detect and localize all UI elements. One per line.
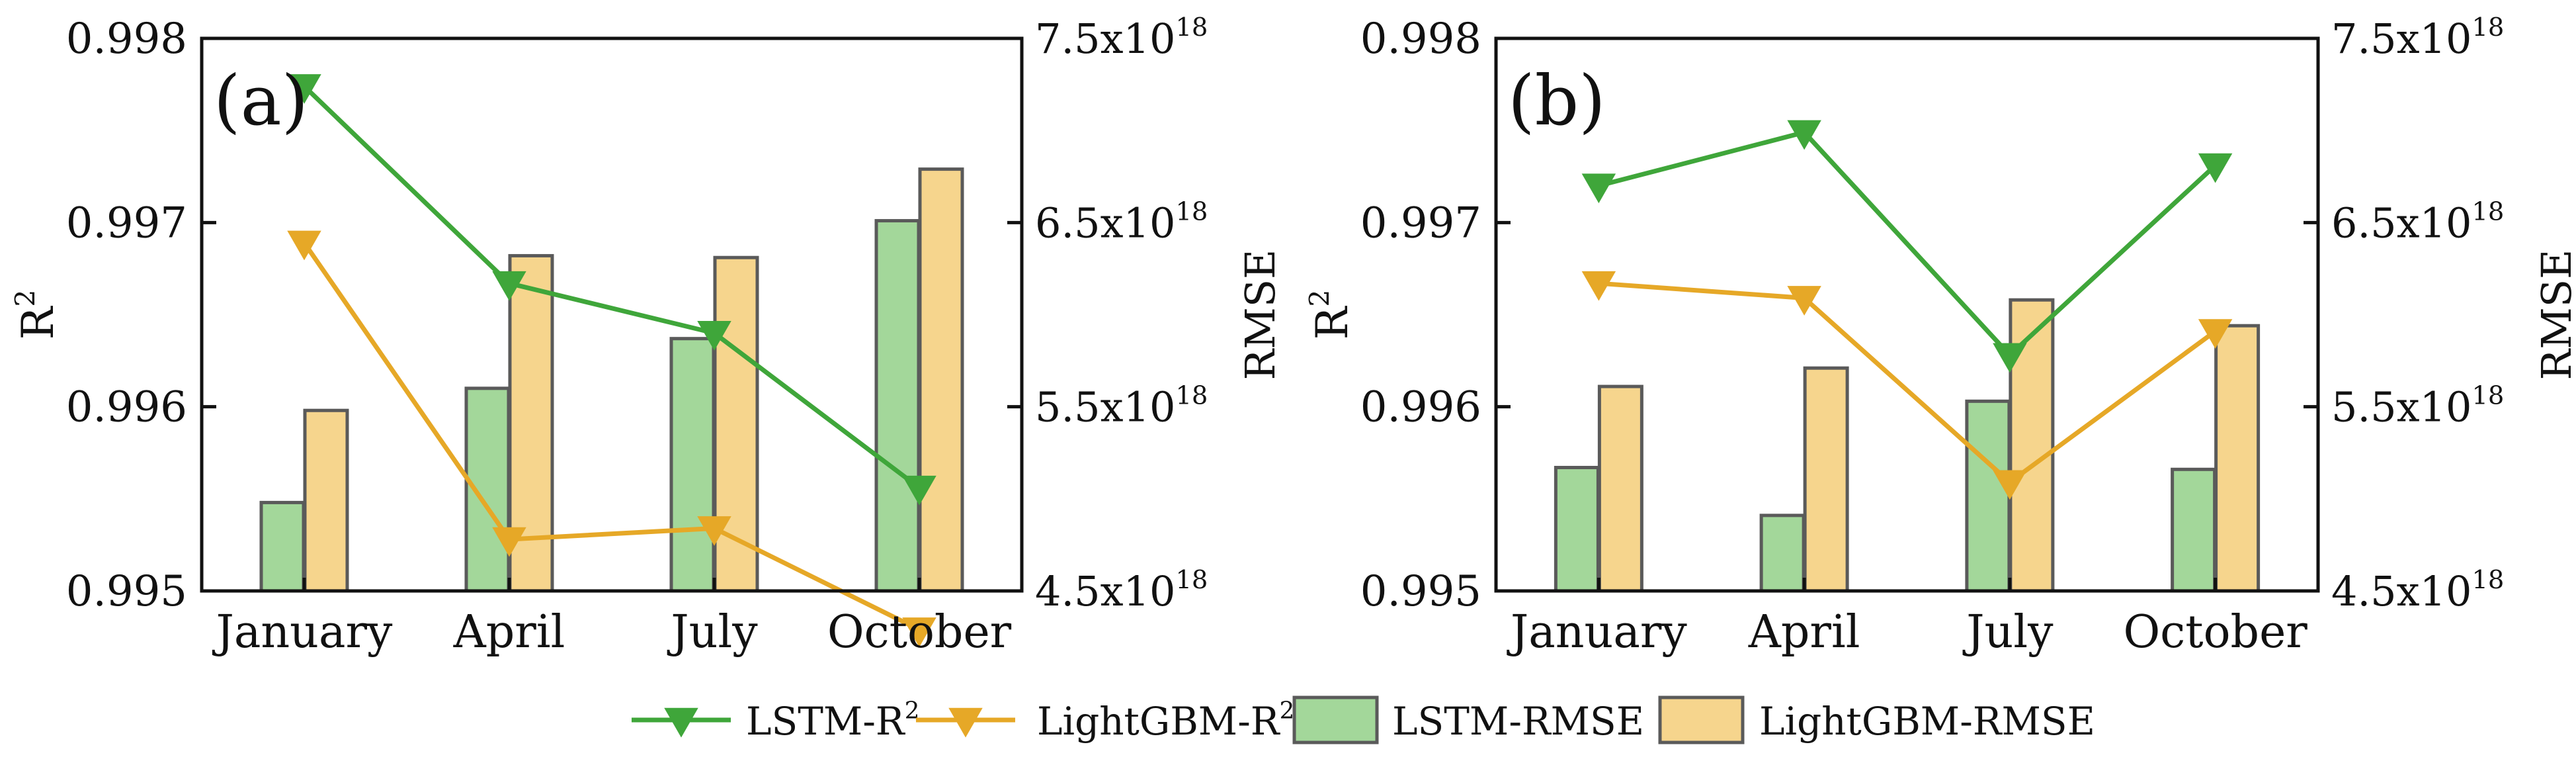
right-tick-label-sup: 18 [2472, 197, 2504, 226]
right-tick-label-base: 6.5x10 [1035, 199, 1175, 247]
right-axis-title: RMSE [1236, 249, 1284, 380]
marker-lstm-r2 [2198, 153, 2233, 183]
legend-label-base: LSTM-R [746, 699, 906, 744]
bar-lstm-rmse [1965, 399, 2011, 593]
marker-lstm-r2 [287, 74, 321, 104]
legend-label-base: LightGBM-R [1037, 699, 1281, 744]
right-tick-label-base: 5.5x10 [1035, 383, 1175, 431]
right-tick-label-base: 4.5x10 [2331, 567, 2472, 615]
left-tick-label: 0.998 [1360, 15, 1481, 64]
right-tick-label: 7.5x1018 [2331, 13, 2504, 63]
right-tick-label-sup: 18 [2472, 565, 2504, 595]
bar-lightgbm-rmse [2214, 324, 2261, 593]
left-tick-label: 0.997 [66, 199, 187, 247]
right-tick-label: 6.5x1018 [1035, 197, 1208, 247]
legend-label: LightGBM-R2 [1037, 697, 1294, 744]
legend-label-sup: 2 [1279, 697, 1294, 725]
left-tick-label: 0.995 [1360, 567, 1481, 616]
marker-lightgbm-r2 [1787, 286, 1821, 316]
bar-lightgbm-rmse [918, 167, 964, 593]
marker-lightgbm-r2 [902, 617, 936, 647]
marker-lstm-r2 [697, 321, 731, 351]
category-label: April [453, 606, 565, 658]
category-label: January [1507, 606, 1687, 658]
legend-label-sup: 2 [905, 697, 920, 725]
right-tick-label-base: 7.5x10 [1035, 15, 1175, 63]
right-tick-label: 5.5x1018 [1035, 381, 1208, 431]
left-axis-title: R2 [1304, 290, 1358, 340]
marker-lstm-r2 [902, 475, 936, 506]
marker-lightgbm-r2 [2198, 319, 2233, 349]
right-tick-label-sup: 18 [2472, 381, 2504, 411]
legend-label: LSTM-R2 [746, 697, 919, 744]
bar-lstm-rmse [669, 337, 716, 593]
line-lstm-r2 [302, 84, 921, 490]
panel-label: (a) [214, 60, 308, 141]
category-label: April [1748, 606, 1860, 658]
right-tick-label-sup: 18 [1175, 197, 1208, 226]
marker-lstm-r2 [1993, 343, 2027, 373]
right-tick-label-sup: 18 [1175, 381, 1208, 411]
legend-marker-swatch [948, 707, 983, 738]
line-lstm-r2 [1598, 130, 2217, 359]
right-tick-label: 6.5x1018 [2331, 197, 2504, 247]
right-tick-label-base: 4.5x10 [1035, 567, 1175, 615]
right-tick-label-base: 6.5x10 [2331, 199, 2472, 247]
marker-lstm-r2 [1787, 120, 1821, 150]
left-tick-label: 0.996 [1360, 383, 1481, 432]
left-axis-title-sup: 2 [9, 290, 41, 307]
left-axis-title-sup: 2 [1304, 290, 1335, 307]
left-tick-label: 0.996 [66, 383, 187, 432]
bar-lightgbm-rmse [303, 408, 349, 593]
legend-label-base: LightGBM-RMSE [1759, 699, 2095, 744]
marker-lightgbm-r2 [1581, 271, 1616, 301]
bar-lstm-rmse [1759, 514, 1806, 593]
bar-lstm-rmse [874, 219, 921, 593]
legend-label: LSTM-RMSE [1392, 699, 1644, 744]
category-label: July [667, 606, 758, 658]
marker-lstm-r2 [492, 271, 526, 301]
right-tick-label-base: 5.5x10 [2331, 383, 2472, 431]
left-tick-label: 0.995 [66, 567, 187, 616]
marker-lightgbm-r2 [287, 230, 321, 261]
bar-lstm-rmse [1554, 466, 1600, 593]
line-lightgbm-r2 [1599, 281, 2217, 486]
panel-label: (b) [1508, 60, 1606, 141]
plot-frame [1494, 36, 2320, 593]
legend-bar-swatch [1658, 695, 1745, 744]
category-label: October [2123, 606, 2307, 658]
category-label: October [827, 606, 1012, 658]
legend-bar-swatch [1292, 695, 1379, 744]
left-axis-title-base: R [13, 305, 63, 339]
marker-lightgbm-r2 [697, 516, 731, 546]
category-label: July [1962, 606, 2054, 658]
marker-lightgbm-r2 [1993, 470, 2027, 500]
left-axis-title: R2 [9, 290, 63, 340]
bar-lstm-rmse [259, 500, 306, 593]
left-tick-label: 0.998 [66, 15, 187, 64]
legend-label: LightGBM-RMSE [1759, 699, 2095, 744]
right-tick-label-sup: 18 [1175, 565, 1208, 595]
right-tick-label-sup: 18 [2472, 13, 2504, 42]
bar-lstm-rmse [2171, 467, 2217, 593]
category-label: January [212, 606, 393, 658]
left-tick-label: 0.997 [1360, 199, 1481, 247]
right-tick-label: 7.5x1018 [1035, 13, 1208, 63]
right-tick-label-sup: 18 [1175, 13, 1208, 42]
marker-lstm-r2 [1581, 173, 1616, 204]
right-tick-label: 4.5x1018 [2331, 565, 2504, 615]
line-lightgbm-r2 [302, 241, 921, 632]
left-axis-title-base: R [1307, 305, 1358, 339]
legend-marker-swatch [664, 707, 698, 738]
bar-lightgbm-rmse [1597, 384, 1643, 593]
right-axis-title: RMSE [2532, 249, 2576, 380]
right-tick-label: 5.5x1018 [2331, 381, 2504, 431]
bar-lightgbm-rmse [1803, 366, 1849, 593]
right-tick-label-base: 7.5x10 [2331, 15, 2472, 63]
marker-lightgbm-r2 [492, 527, 526, 557]
legend-label-base: LSTM-RMSE [1392, 699, 1644, 744]
plot-frame [200, 36, 1024, 593]
right-tick-label: 4.5x1018 [1035, 565, 1208, 615]
